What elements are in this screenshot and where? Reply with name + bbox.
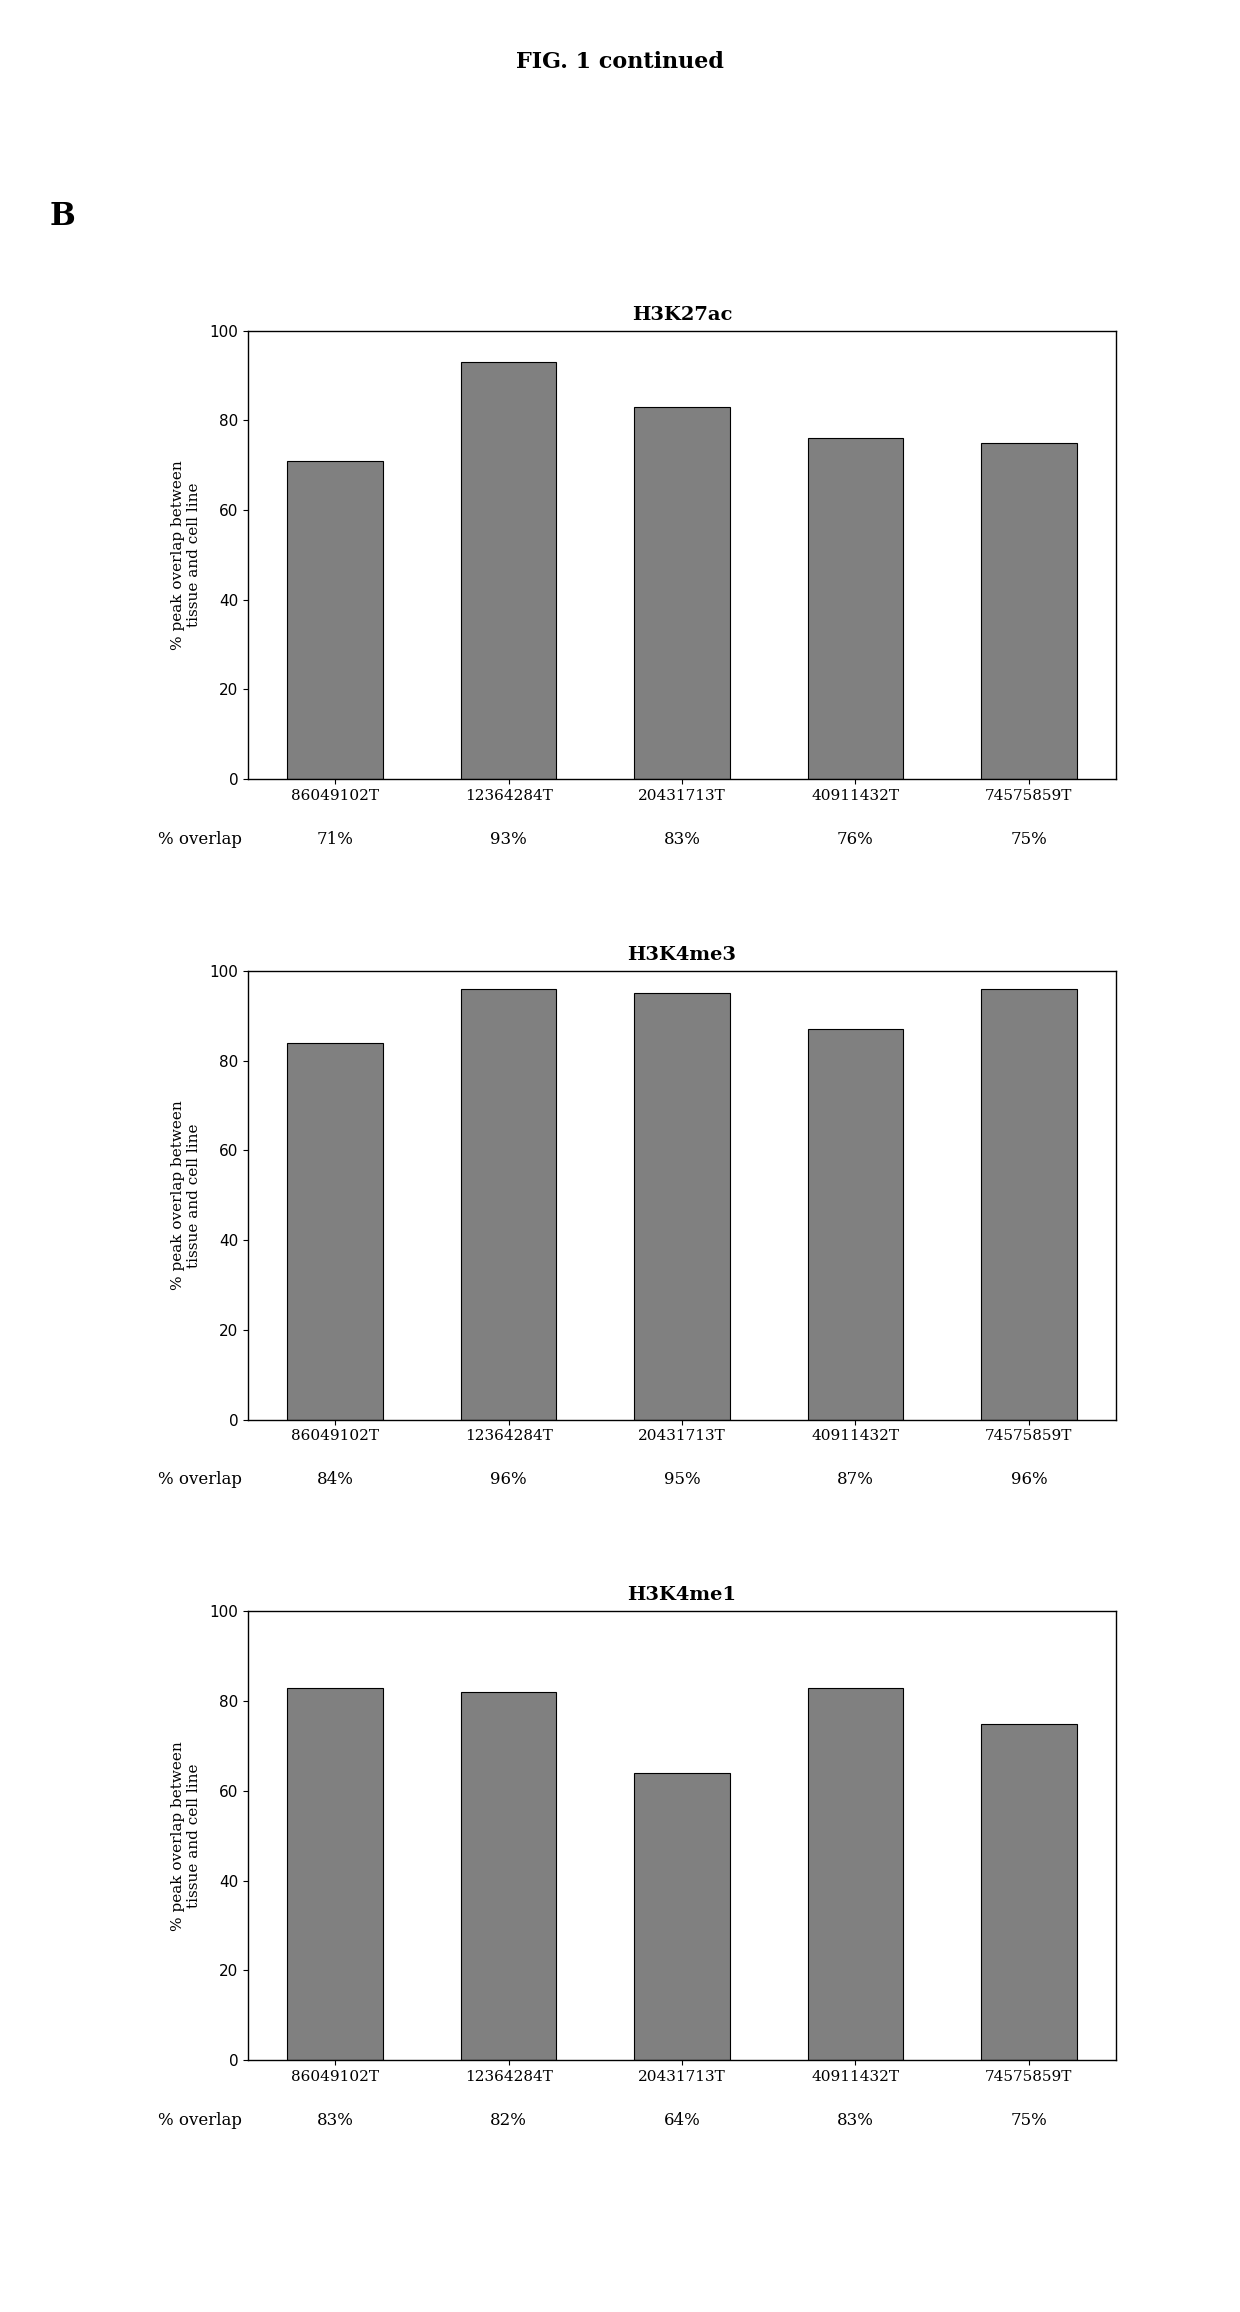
Bar	[981, 990, 1076, 1420]
Bar	[288, 1688, 383, 2060]
Title: H3K4me1: H3K4me1	[627, 1586, 737, 1605]
Text: 84%: 84%	[316, 1470, 353, 1489]
Text: FIG. 1 continued: FIG. 1 continued	[516, 51, 724, 74]
Bar	[461, 363, 557, 779]
Text: 93%: 93%	[490, 830, 527, 849]
Text: 83%: 83%	[837, 2111, 874, 2129]
Bar	[461, 990, 557, 1420]
Y-axis label: % peak overlap between
tissue and cell line: % peak overlap between tissue and cell l…	[171, 1741, 201, 1931]
Bar	[288, 1043, 383, 1420]
Bar	[635, 407, 729, 779]
Text: % overlap: % overlap	[157, 830, 242, 849]
Text: 87%: 87%	[837, 1470, 874, 1489]
Y-axis label: % peak overlap between
tissue and cell line: % peak overlap between tissue and cell l…	[171, 460, 201, 650]
Text: 83%: 83%	[316, 2111, 353, 2129]
Y-axis label: % peak overlap between
tissue and cell line: % peak overlap between tissue and cell l…	[171, 1101, 201, 1290]
Bar	[981, 444, 1076, 779]
Title: H3K4me3: H3K4me3	[627, 946, 737, 964]
Bar	[807, 1688, 903, 2060]
Text: 82%: 82%	[490, 2111, 527, 2129]
Text: 75%: 75%	[1011, 2111, 1048, 2129]
Bar	[807, 439, 903, 779]
Text: 96%: 96%	[1011, 1470, 1047, 1489]
Bar	[635, 994, 729, 1420]
Bar	[807, 1029, 903, 1420]
Text: 83%: 83%	[663, 830, 701, 849]
Text: B: B	[50, 201, 76, 231]
Bar	[981, 1725, 1076, 2060]
Text: 75%: 75%	[1011, 830, 1048, 849]
Bar	[288, 460, 383, 779]
Title: H3K27ac: H3K27ac	[631, 305, 733, 324]
Text: 76%: 76%	[837, 830, 874, 849]
Text: 71%: 71%	[316, 830, 353, 849]
Bar	[461, 1692, 557, 2060]
Text: % overlap: % overlap	[157, 1470, 242, 1489]
Bar	[635, 1773, 729, 2060]
Text: 95%: 95%	[663, 1470, 701, 1489]
Text: % overlap: % overlap	[157, 2111, 242, 2129]
Text: 64%: 64%	[663, 2111, 701, 2129]
Text: 96%: 96%	[490, 1470, 527, 1489]
